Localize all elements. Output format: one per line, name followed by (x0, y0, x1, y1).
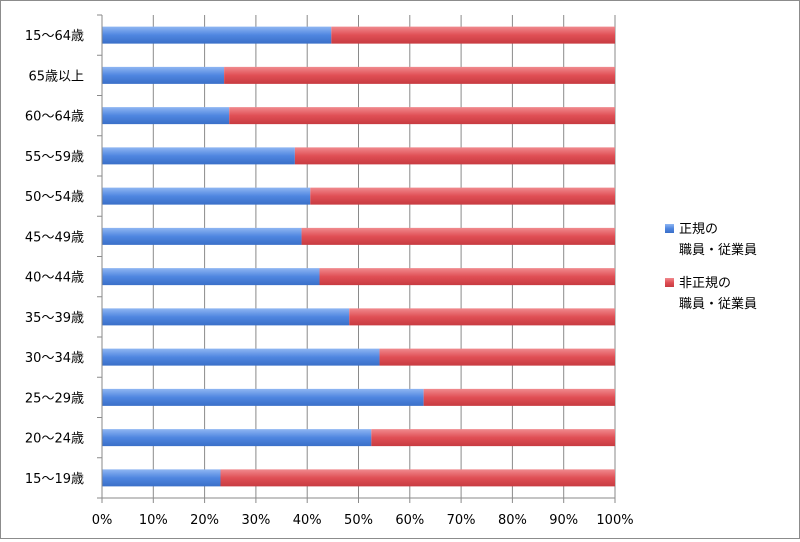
x-tick-label: 60% (395, 513, 424, 528)
legend-swatch (665, 278, 674, 287)
bar-segment-regular (102, 268, 320, 286)
y-category-label: 65歳以上 (28, 69, 84, 84)
bar-segment-non-regular (331, 26, 615, 44)
bar-segment-regular (102, 187, 311, 205)
y-category-label: 20〜24歳 (25, 432, 84, 447)
bar-segment-non-regular (310, 187, 615, 205)
x-tick-label: 40% (293, 513, 322, 528)
x-tick-label: 100% (596, 513, 633, 528)
y-category-label: 45〜49歳 (25, 230, 84, 245)
legend-label: 職員・従業員 (679, 296, 757, 312)
bar-segment-non-regular (371, 429, 615, 447)
bar-segment-regular (102, 388, 424, 406)
y-category-label: 35〜39歳 (25, 311, 84, 326)
bar-segment-non-regular (379, 348, 615, 366)
bars (102, 26, 616, 487)
y-category-label: 60〜64歳 (25, 110, 84, 125)
bar-segment-non-regular (301, 227, 615, 245)
legend-label: 職員・従業員 (679, 242, 757, 258)
x-tick-label: 50% (344, 513, 373, 528)
bar-segment-non-regular (224, 66, 615, 84)
y-category-label: 55〜59歳 (25, 150, 84, 165)
y-category-label: 15〜64歳 (25, 29, 84, 44)
bar-segment-non-regular (349, 308, 615, 326)
x-tick-label: 80% (498, 513, 527, 528)
bar-segment-regular (102, 107, 230, 125)
bar-segment-regular (102, 348, 380, 366)
y-category-label: 50〜54歳 (25, 190, 84, 205)
bar-segment-non-regular (229, 107, 615, 125)
bar-segment-regular (102, 227, 302, 245)
bar-segment-regular (102, 429, 372, 447)
y-category-label: 25〜29歳 (25, 391, 84, 406)
y-category-label: 40〜44歳 (25, 271, 84, 286)
axes: 0% 10% 20% 30% 40% 50% 60% 70% 80% 90% 100% 15〜64歳 6… (25, 14, 634, 528)
bar-segment-non-regular (423, 388, 615, 406)
bar-segment-regular (102, 147, 295, 165)
x-tick-label: 0% (92, 513, 113, 528)
y-category-label: 15〜19歳 (25, 472, 84, 487)
legend-label: 正規の (679, 222, 718, 237)
legend-label: 非正規の (679, 276, 731, 291)
x-tick-label: 20% (190, 513, 219, 528)
bar-segment-non-regular (220, 469, 616, 487)
grid-lines (152, 15, 616, 498)
bar-segment-regular (102, 469, 221, 487)
bar-segment-regular (102, 26, 332, 44)
legend-swatch (665, 224, 674, 233)
bar-segment-non-regular (319, 268, 615, 286)
bar-segment-regular (102, 66, 225, 84)
x-tick-label: 30% (241, 513, 270, 528)
bar-segment-non-regular (294, 147, 615, 165)
bar-segment-regular (102, 308, 350, 326)
x-tick-label: 90% (549, 513, 578, 528)
x-tick-label: 70% (447, 513, 476, 528)
x-tick-label: 10% (139, 513, 168, 528)
y-category-label: 30〜34歳 (25, 351, 84, 366)
